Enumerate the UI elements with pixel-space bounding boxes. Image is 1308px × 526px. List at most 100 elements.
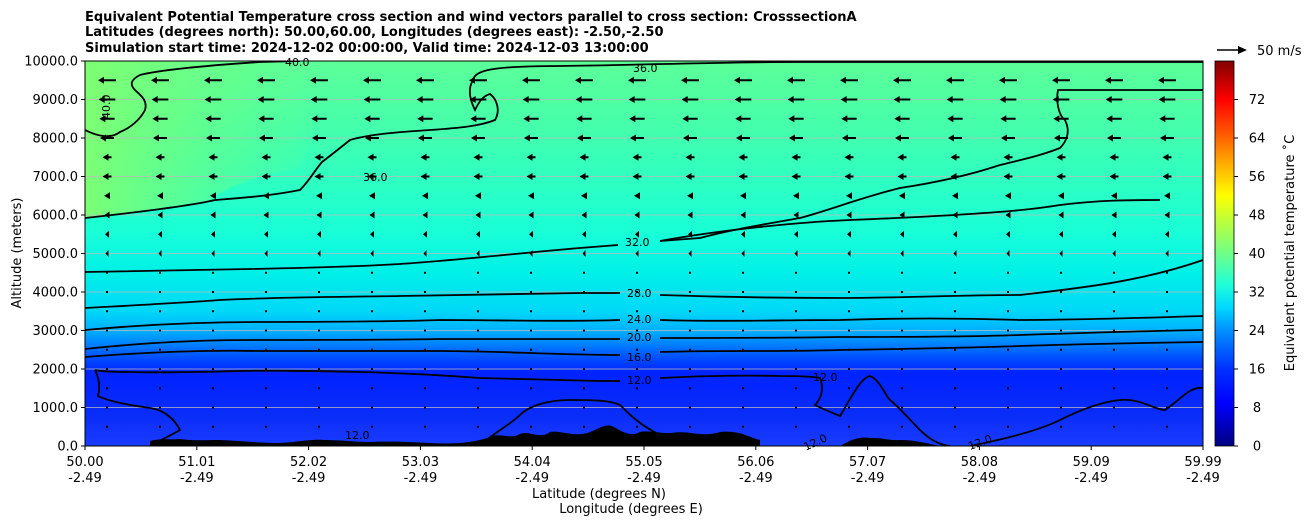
- contour-36-east: [659, 89, 1203, 242]
- wind-vector: [261, 153, 271, 161]
- wind-vector: [371, 406, 373, 409]
- wind-vector: [741, 230, 745, 238]
- wind-vector: [152, 115, 168, 123]
- wind-vector: [848, 310, 850, 313]
- wind-vector: [370, 230, 374, 238]
- wind-vector: [212, 348, 214, 351]
- wind-vector: [794, 230, 798, 238]
- wind-vector: [1105, 96, 1123, 103]
- quiver-key-label: 50 m/s: [1257, 44, 1302, 59]
- wind-vector: [795, 425, 797, 428]
- wind-vector: [583, 368, 585, 370]
- wind-vector: [151, 76, 169, 84]
- wind-vector: [318, 310, 320, 313]
- wind-vector: [210, 192, 216, 200]
- wind-vector: [204, 96, 222, 103]
- contour-label-36-left: 36.0: [363, 171, 388, 184]
- wind-vector: [477, 406, 479, 409]
- wind-vector: [159, 368, 161, 370]
- wind-vector: [840, 76, 858, 84]
- wind-vector: [899, 192, 905, 200]
- x-tick-label-lon: -2.49: [68, 471, 102, 486]
- wind-vector: [848, 329, 850, 332]
- wind-vector: [689, 291, 691, 293]
- wind-vector: [318, 291, 320, 293]
- x-tick-label-lon: -2.49: [1186, 471, 1220, 486]
- wind-vector: [795, 329, 797, 332]
- contour-label-16: 16.0: [627, 351, 652, 364]
- contour-label-24: 24.0: [627, 313, 652, 326]
- wind-vector: [1007, 406, 1009, 409]
- wind-vector: [530, 406, 532, 409]
- wind-vector: [318, 425, 320, 428]
- wind-vector: [742, 425, 744, 428]
- colorbar-label: Equivalent potential temperature ˚C: [1282, 135, 1298, 371]
- x-tick-label-lat: 59.09: [1073, 455, 1110, 470]
- wind-vector: [1060, 310, 1062, 313]
- wind-vector: [530, 368, 532, 370]
- wind-vector: [946, 76, 964, 84]
- wind-vector: [1058, 192, 1064, 200]
- wind-vector: [901, 406, 903, 409]
- wind-vector: [526, 153, 536, 161]
- colorbar-tick-label: 8: [1253, 401, 1261, 416]
- wind-vector: [157, 192, 163, 200]
- wind-vector: [1112, 230, 1116, 238]
- wind-vector: [310, 96, 328, 103]
- wind-vector: [579, 173, 589, 180]
- wind-vector: [311, 115, 327, 123]
- wind-vector: [954, 425, 956, 428]
- wind-vector: [636, 348, 638, 351]
- wind-vector: [365, 134, 379, 142]
- wind-vector: [211, 250, 215, 257]
- wind-vector: [212, 425, 214, 428]
- wind-vector: [318, 329, 320, 332]
- wind-vector: [1060, 271, 1062, 274]
- wind-vector: [795, 368, 797, 370]
- wind-vector: [1060, 406, 1062, 409]
- wind-vector: [901, 387, 903, 390]
- wind-vector: [424, 348, 426, 351]
- wind-vector: [159, 310, 161, 313]
- wind-vector: [636, 291, 638, 293]
- wind-vector: [476, 230, 480, 238]
- wind-vector: [1000, 115, 1016, 123]
- wind-vector: [363, 96, 381, 103]
- wind-vector: [687, 192, 693, 200]
- wind-vector: [367, 153, 377, 161]
- wind-vector: [901, 425, 903, 428]
- wind-vector: [954, 271, 956, 274]
- wind-vector: [847, 250, 851, 257]
- wind-vector: [424, 291, 426, 293]
- contour-label-36-top: 36.0: [633, 62, 658, 75]
- wind-vector: [155, 153, 165, 161]
- x-tick-label-lon: -2.49: [180, 471, 214, 486]
- wind-vector: [954, 406, 956, 409]
- wind-vector: [1060, 348, 1062, 351]
- wind-vector: [1109, 173, 1119, 180]
- wind-vector: [1007, 425, 1009, 428]
- wind-vector: [420, 173, 430, 180]
- y-tick-label: 7000.0: [33, 170, 79, 185]
- wind-vector: [954, 368, 956, 370]
- wind-vector: [204, 76, 222, 84]
- wind-vector: [1003, 173, 1013, 180]
- wind-vector: [318, 406, 320, 409]
- wind-vector: [312, 134, 326, 142]
- wind-vector: [159, 271, 161, 274]
- x-tick-label-lat: 58.08: [961, 455, 998, 470]
- wind-vector: [795, 291, 797, 293]
- wind-vector: [318, 271, 320, 274]
- wind-vector: [689, 406, 691, 409]
- contour-28: [85, 259, 1203, 309]
- wind-vector: [795, 348, 797, 351]
- colorbar-ticks: 0 8 16 24 32 40 48 56 64 72: [1234, 93, 1265, 455]
- wind-vector: [530, 329, 532, 332]
- wind-vector: [155, 173, 165, 180]
- y-tick-label: 6000.0: [33, 209, 79, 224]
- wind-vector: [579, 153, 589, 161]
- wind-vector: [848, 348, 850, 351]
- wind-vector: [788, 115, 804, 123]
- wind-vector: [689, 387, 691, 390]
- contour-label-20: 20.0: [627, 331, 652, 344]
